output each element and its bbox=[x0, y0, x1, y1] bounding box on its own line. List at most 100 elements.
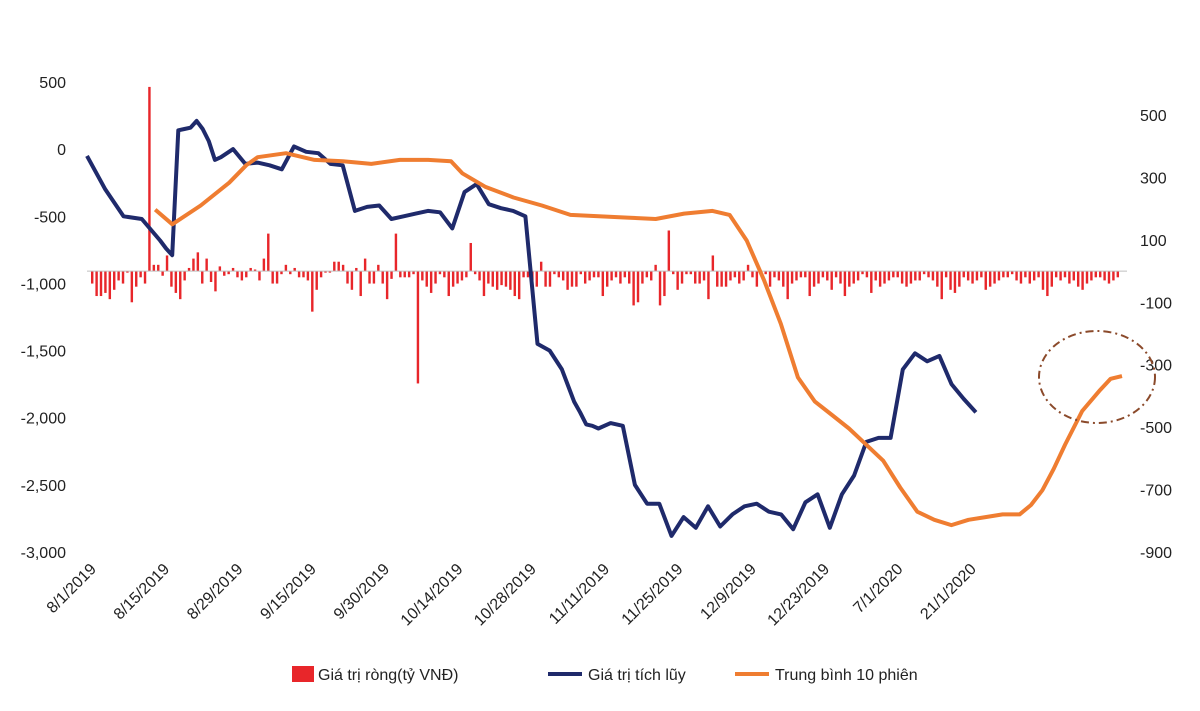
right-tick-label: 100 bbox=[1140, 233, 1167, 250]
bar bbox=[368, 271, 371, 284]
bar bbox=[676, 271, 679, 290]
bar bbox=[1094, 271, 1098, 278]
bar bbox=[720, 271, 723, 287]
bar bbox=[768, 271, 772, 287]
bar bbox=[170, 271, 173, 287]
bar bbox=[1085, 271, 1089, 284]
bar bbox=[1112, 271, 1115, 281]
left-tick-label: -500 bbox=[34, 209, 66, 226]
bar bbox=[421, 271, 424, 281]
bar bbox=[597, 271, 600, 278]
bar bbox=[592, 271, 596, 278]
bar bbox=[539, 261, 543, 272]
bar bbox=[117, 271, 120, 281]
bar bbox=[328, 271, 332, 273]
bar bbox=[231, 267, 235, 272]
bar bbox=[711, 255, 715, 272]
bar bbox=[306, 271, 310, 281]
left-tick-label: -3,000 bbox=[21, 545, 66, 562]
bar bbox=[694, 271, 697, 284]
bar bbox=[795, 271, 798, 281]
bar bbox=[729, 271, 732, 281]
bar bbox=[302, 271, 305, 278]
bar bbox=[724, 271, 728, 287]
bar bbox=[782, 271, 785, 287]
bar bbox=[196, 252, 200, 272]
bar bbox=[1059, 271, 1062, 281]
bar bbox=[980, 271, 983, 278]
bar bbox=[478, 271, 481, 281]
bar bbox=[1024, 271, 1027, 278]
bar bbox=[958, 271, 961, 287]
bar bbox=[108, 271, 112, 300]
bar bbox=[187, 267, 191, 272]
bar bbox=[628, 271, 631, 284]
bar bbox=[465, 271, 468, 278]
bar bbox=[663, 271, 666, 297]
bar bbox=[126, 271, 129, 273]
bar bbox=[139, 271, 142, 278]
bar bbox=[522, 271, 525, 278]
bar bbox=[447, 271, 450, 297]
bar bbox=[346, 271, 349, 284]
bar bbox=[425, 271, 428, 287]
bar bbox=[997, 271, 1001, 281]
bar bbox=[645, 271, 649, 278]
bar bbox=[165, 255, 169, 272]
bar bbox=[341, 264, 345, 272]
bar bbox=[944, 271, 948, 278]
bar bbox=[698, 271, 701, 284]
bar bbox=[764, 271, 767, 275]
bar bbox=[293, 267, 296, 272]
bar bbox=[99, 271, 103, 297]
bar bbox=[579, 271, 583, 275]
bar bbox=[403, 271, 406, 278]
bar bbox=[152, 264, 156, 272]
bar bbox=[826, 271, 829, 281]
bar bbox=[962, 271, 965, 278]
bar bbox=[377, 264, 380, 272]
bar bbox=[614, 271, 618, 278]
bar bbox=[1002, 271, 1005, 278]
bar bbox=[716, 271, 719, 287]
bar bbox=[1116, 271, 1120, 278]
x-tick-label: 21/1/2020 bbox=[917, 561, 979, 623]
bar bbox=[267, 233, 270, 272]
bar bbox=[852, 271, 855, 284]
bar bbox=[161, 271, 164, 276]
bar bbox=[583, 271, 587, 284]
x-tick-label: 7/1/2020 bbox=[850, 561, 906, 617]
bar bbox=[738, 271, 741, 284]
bar bbox=[174, 271, 178, 293]
x-tick-label: 11/25/2019 bbox=[619, 561, 687, 629]
bar bbox=[623, 271, 627, 278]
bar bbox=[804, 271, 807, 278]
bar bbox=[451, 271, 455, 287]
bar bbox=[755, 271, 759, 287]
bar bbox=[1054, 271, 1058, 278]
moving-average-line bbox=[153, 151, 1123, 528]
bar bbox=[566, 271, 569, 290]
bar bbox=[113, 271, 116, 290]
bar bbox=[262, 258, 266, 272]
bar bbox=[333, 261, 336, 272]
bar bbox=[350, 271, 354, 290]
bar bbox=[390, 271, 393, 279]
bar bbox=[205, 258, 208, 272]
bar bbox=[940, 271, 943, 300]
bar bbox=[271, 271, 274, 284]
bar bbox=[918, 271, 921, 281]
bar bbox=[1041, 271, 1045, 290]
bar bbox=[672, 271, 675, 275]
x-tick-label: 12/9/2019 bbox=[697, 561, 759, 623]
bar bbox=[557, 271, 560, 278]
bar bbox=[680, 271, 684, 284]
bar bbox=[808, 271, 811, 297]
x-tick-label: 9/30/2019 bbox=[331, 561, 393, 623]
bar bbox=[548, 271, 552, 287]
bar bbox=[830, 271, 833, 290]
bar bbox=[381, 271, 384, 284]
bar bbox=[905, 271, 908, 287]
bar bbox=[751, 271, 754, 278]
bar bbox=[1098, 271, 1102, 278]
